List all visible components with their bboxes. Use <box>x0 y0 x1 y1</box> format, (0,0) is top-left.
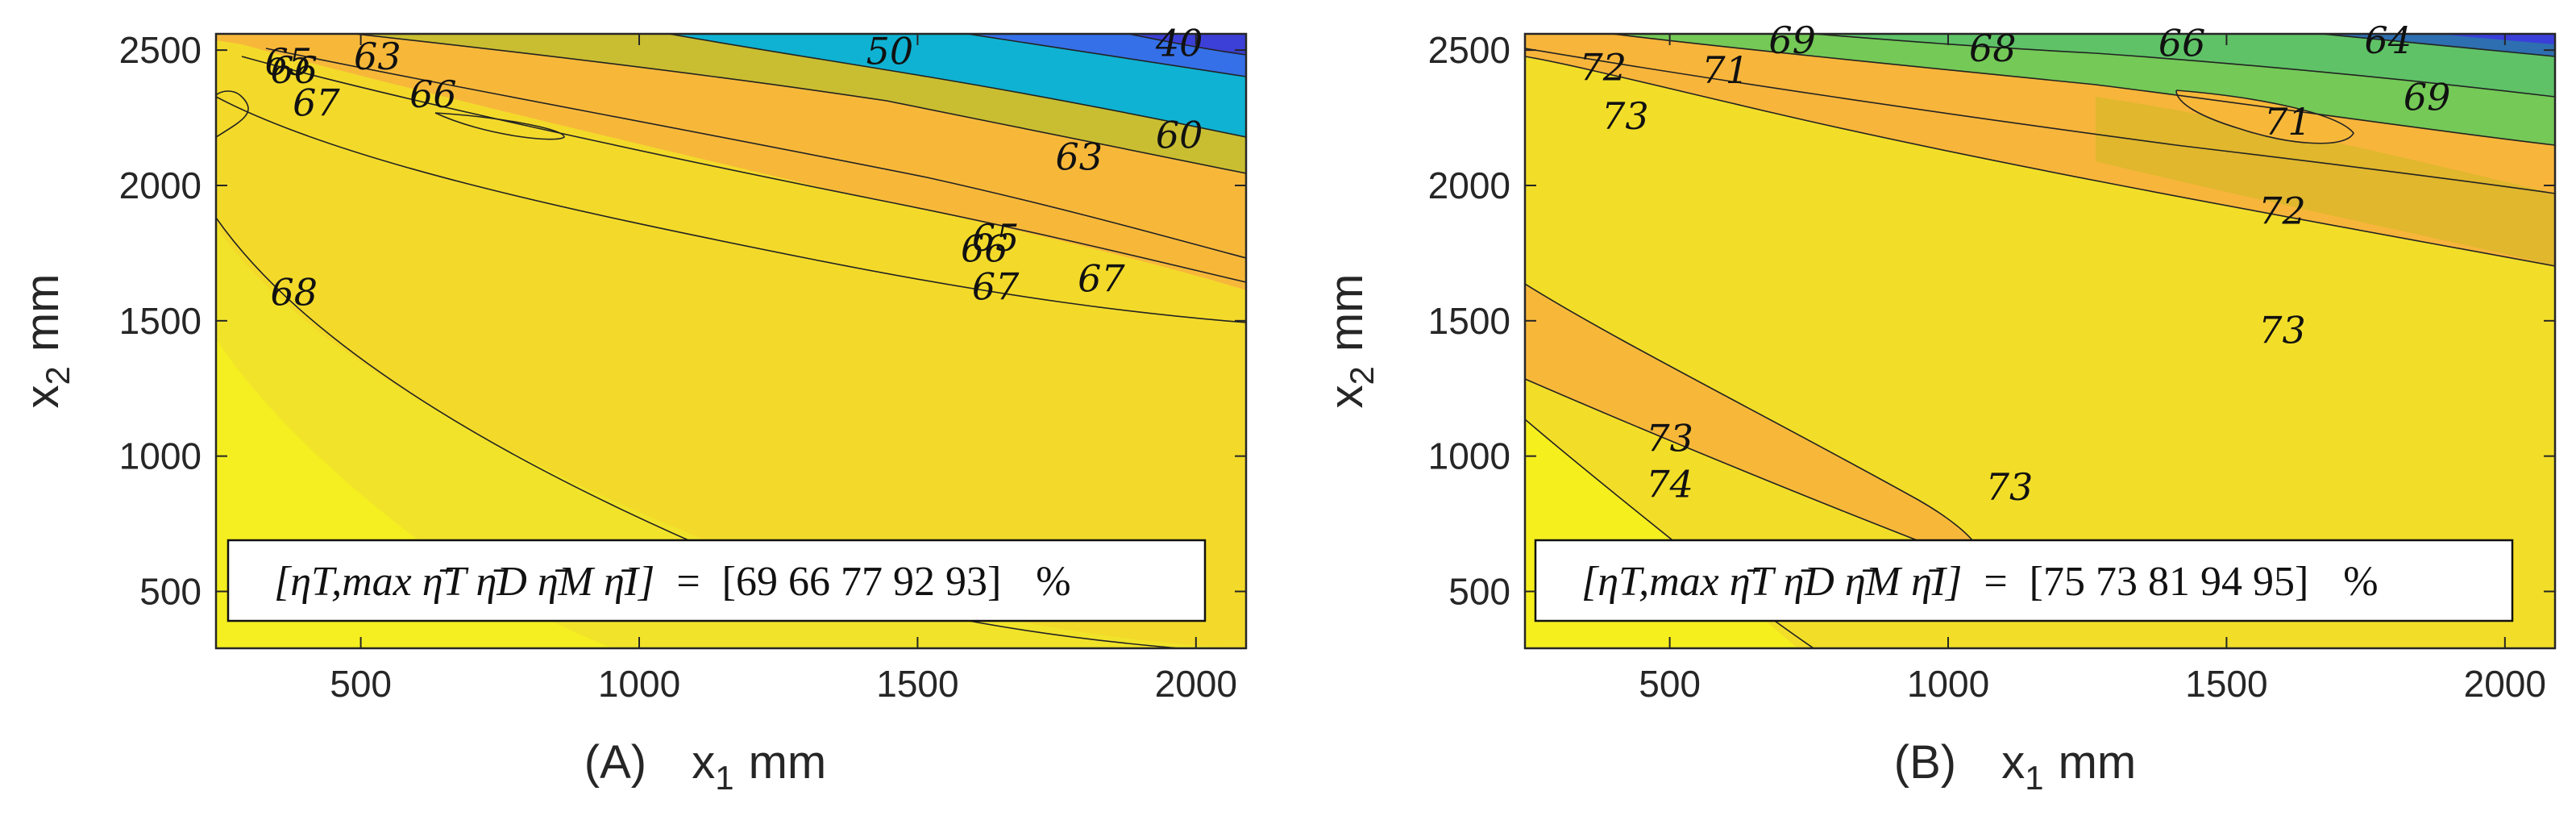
y-tick-label: 500 <box>1448 571 1510 613</box>
contour-label: 66 <box>961 227 1008 271</box>
contour-label: 65 <box>265 40 313 84</box>
panel-a-annotation-box <box>226 539 1207 622</box>
contour-label: 68 <box>1969 27 2017 70</box>
y-tick-label: 1000 <box>1428 435 1510 477</box>
contour-label: 71 <box>1701 48 1749 92</box>
panel-b-ylabel: x2mm <box>1320 274 1381 409</box>
x-tick-label: 1500 <box>2185 663 2267 705</box>
contour-label: 40 <box>1155 21 1203 65</box>
y-tick-label: 1500 <box>1428 300 1510 342</box>
x-tick-label: 500 <box>1639 663 1701 705</box>
panel-a-contour-fill <box>216 34 1246 648</box>
x-tick-label: 1000 <box>1907 663 1989 705</box>
contour-label: 67 <box>1078 256 1125 300</box>
contour-label: 73 <box>1646 417 1693 460</box>
x-tick-label: 1500 <box>876 663 958 705</box>
contour-label: 66 <box>2158 21 2206 65</box>
contour-label: 73 <box>1602 94 1649 138</box>
panel-b-xlabel: (B) x1 mm <box>1894 736 2136 797</box>
contour-label: 67 <box>972 265 1020 309</box>
y-tick-label: 2500 <box>119 29 202 71</box>
panel-b-annotation-box <box>1534 539 2514 622</box>
panel-b-annotation: [ηT,max η̄T η̄D η̄M η̄I] = [75 73 81 94 … <box>1534 539 2514 622</box>
contour-label: 60 <box>1156 114 1203 157</box>
contour-label: 67 <box>293 81 340 124</box>
contour-label: 73 <box>2258 308 2306 352</box>
y-tick-label: 500 <box>139 571 202 613</box>
y-tick-label: 1000 <box>119 435 202 477</box>
y-tick-label: 2000 <box>1428 164 1510 206</box>
y-tick-label: 2500 <box>1428 29 1510 71</box>
y-tick-label: 1500 <box>119 300 202 342</box>
contour-label: 66 <box>409 73 457 116</box>
y-tick-label: 2000 <box>119 164 202 206</box>
x-tick-label: 500 <box>330 663 392 705</box>
contour-label: 69 <box>2404 76 2451 119</box>
x-tick-label: 2000 <box>2464 663 2546 705</box>
contour-label: 73 <box>1986 465 2034 509</box>
panel-a-annotation: [ηT,max η̄T η̄D η̄M η̄I] = [69 66 77 92 … <box>226 539 1207 622</box>
x-tick-label: 1000 <box>598 663 680 705</box>
panel-b-yticks: 500 1000 1500 2000 2500 <box>1428 29 2555 613</box>
panel-a-axes-box <box>214 32 1248 650</box>
panel-b-annotation-text: [ηT,max η̄T η̄D η̄M η̄I] = [75 73 81 94 … <box>1581 559 2379 605</box>
contour-label: 68 <box>270 270 318 314</box>
panel-a-ylabel: x2mm <box>16 274 77 409</box>
panel-a-annotation-text: [ηT,max η̄T η̄D η̄M η̄I] = [69 66 77 92 … <box>274 559 1071 605</box>
contour-label: 74 <box>1646 463 1693 506</box>
contour-label: 71 <box>2264 100 2312 144</box>
contour-label: 65 <box>972 216 1020 260</box>
panel-b-xticks: 500 1000 1500 2000 <box>1639 34 2546 705</box>
contour-label: 72 <box>1579 46 1627 90</box>
contour-label: 63 <box>1055 135 1103 178</box>
contour-label: 69 <box>1768 19 1816 62</box>
contour-label: 63 <box>354 35 401 78</box>
panel-a-xticks: 500 1000 1500 2000 <box>330 34 1237 705</box>
panel-b-axes-box <box>1523 32 2557 650</box>
contour-label: 72 <box>2258 189 2306 233</box>
panel-a-xlabel: (A) x1 mm <box>584 736 826 797</box>
contour-label: 64 <box>2364 19 2412 62</box>
panel-a-yticks: 500 1000 1500 2000 2500 <box>119 29 1246 613</box>
contour-label: 66 <box>270 48 318 92</box>
contour-label: 50 <box>866 29 914 73</box>
x-tick-label: 2000 <box>1155 663 1237 705</box>
